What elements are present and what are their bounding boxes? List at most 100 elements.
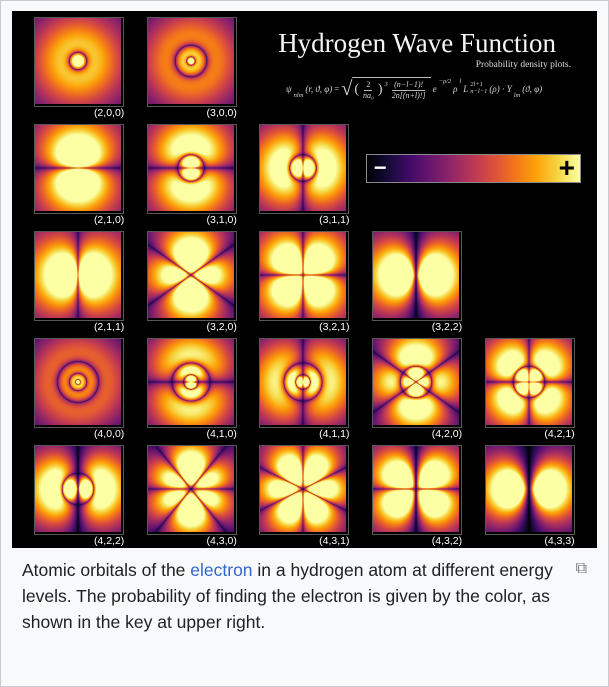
figure-title-block: Hydrogen Wave Function Probability densi… xyxy=(253,17,581,120)
eq-laguerre-indices: 2l+1 n−l−1 xyxy=(470,80,488,95)
orbital-plot xyxy=(34,338,125,428)
orbital-plot xyxy=(34,445,125,535)
eq-rho: ρ xyxy=(453,83,458,94)
orbital-canvas xyxy=(147,18,234,104)
orbital-label: (4,1,0) xyxy=(206,428,237,440)
orbital-tile: (3,0,0) xyxy=(141,17,244,120)
orbital-label: (2,0,0) xyxy=(93,107,125,119)
orbital-tile: (2,0,0) xyxy=(28,17,131,120)
orbital-label: (4,3,0) xyxy=(206,535,237,547)
orbital-label: (4,0,0) xyxy=(93,428,125,440)
orbital-label: (3,2,1) xyxy=(319,321,350,333)
orbital-tile: (4,3,0) xyxy=(141,445,244,548)
orbital-label: (3,2,2) xyxy=(431,321,463,333)
orbital-label: (4,2,2) xyxy=(93,535,125,547)
orbital-tile: (3,2,1) xyxy=(253,231,356,334)
eq-euler: e xyxy=(432,83,437,94)
eq-laguerre: L xyxy=(463,83,469,94)
orbital-plot xyxy=(146,338,237,428)
eq-rho-exp: l xyxy=(459,78,462,86)
eq-paren-close: ) xyxy=(377,82,383,98)
orbital-plot xyxy=(146,17,237,107)
orbital-plot xyxy=(259,338,350,428)
orbital-plot xyxy=(146,445,237,535)
eq-psi: ψ xyxy=(286,83,292,94)
eq-equals: = xyxy=(334,83,340,94)
orbital-plot xyxy=(372,445,463,535)
orbital-tile: (2,1,0) xyxy=(28,124,131,227)
eq-cdot: · xyxy=(501,83,505,94)
eq-pow3: 3 xyxy=(384,81,388,89)
orbital-label: (4,2,1) xyxy=(544,428,575,440)
orbital-tile: (4,2,0) xyxy=(366,338,469,441)
caption: ⧉ Atomic orbitals of the electron in a h… xyxy=(12,557,597,635)
orbital-tile: (3,1,1) xyxy=(253,124,356,227)
orbital-tile: (4,0,0) xyxy=(28,338,131,441)
eq-psi-args: (r, ϑ, φ) xyxy=(305,83,333,94)
orbital-plot xyxy=(34,231,125,321)
caption-text-after: in a hydrogen atom at different energy l… xyxy=(22,560,553,632)
eq-psi-sub: nlm xyxy=(293,91,304,99)
orbital-plot xyxy=(259,231,350,321)
orbital-canvas xyxy=(373,232,460,318)
orbital-canvas xyxy=(260,232,347,318)
orbital-canvas xyxy=(35,18,122,104)
eq-harmonic: Y xyxy=(506,83,512,94)
orbital-tile: (3,2,0) xyxy=(141,231,244,334)
orbital-plot xyxy=(34,124,125,214)
orbital-tile: (4,2,1) xyxy=(478,338,581,441)
orbital-canvas xyxy=(147,446,234,532)
orbital-label: (3,1,1) xyxy=(319,214,350,226)
eq-fraction-2: (n−l−1)! 2n[(n+l)!] xyxy=(391,80,426,100)
orbital-tile: (4,3,2) xyxy=(366,445,469,548)
orbital-plot xyxy=(484,445,575,535)
eq-laguerre-args: (ρ) xyxy=(489,83,500,94)
orbital-plot xyxy=(372,338,463,428)
probability-color-key: − + xyxy=(365,151,581,183)
orbital-label: (3,2,0) xyxy=(206,321,237,333)
electron-link[interactable]: electron xyxy=(190,560,253,580)
orbital-canvas xyxy=(35,446,122,532)
orbital-canvas xyxy=(147,339,234,425)
orbital-label: (3,0,0) xyxy=(206,107,237,119)
orbital-label: (2,1,0) xyxy=(93,214,125,226)
key-plus-label: + xyxy=(558,151,575,183)
orbital-label: (4,3,2) xyxy=(431,535,463,547)
orbital-label: (4,3,1) xyxy=(319,535,350,547)
figure-title: Hydrogen Wave Function xyxy=(278,28,556,58)
orbital-plot xyxy=(34,17,125,107)
orbital-canvas xyxy=(485,339,572,425)
orbital-canvas xyxy=(260,339,347,425)
orbital-canvas xyxy=(147,125,234,211)
orbital-label: (3,1,0) xyxy=(206,214,237,226)
orbital-canvas xyxy=(373,339,460,425)
orbital-canvas xyxy=(260,125,347,211)
figure-subtitle: Probability density plots. xyxy=(475,60,571,71)
orbital-tile: (4,2,2) xyxy=(28,445,131,548)
orbital-plot xyxy=(484,338,575,428)
orbital-canvas xyxy=(35,232,122,318)
orbital-tile: (4,1,1) xyxy=(253,338,356,441)
eq-paren-open: ( xyxy=(354,82,360,98)
orbital-canvas xyxy=(260,446,347,532)
orbital-tile: (4,1,0) xyxy=(141,338,244,441)
orbital-canvas xyxy=(35,125,122,211)
hydrogen-wave-function-image[interactable]: Hydrogen Wave Function Probability densi… xyxy=(12,11,597,548)
orbital-tile: (3,2,2) xyxy=(366,231,469,334)
enlarge-icon[interactable]: ⧉ xyxy=(575,560,587,577)
eq-harmonic-sub: lm xyxy=(513,91,521,99)
orbital-grid: Hydrogen Wave Function Probability densi… xyxy=(12,11,597,548)
orbital-canvas xyxy=(485,446,572,532)
orbital-plot xyxy=(259,124,350,214)
orbital-tile: (2,1,1) xyxy=(28,231,131,334)
caption-text-before: Atomic orbitals of the xyxy=(22,560,191,580)
orbital-canvas xyxy=(147,232,234,318)
orbital-plot xyxy=(146,124,237,214)
orbital-tile: (4,3,1) xyxy=(253,445,356,548)
key-minus-label: − xyxy=(373,154,387,180)
orbital-plot xyxy=(146,231,237,321)
orbital-canvas xyxy=(373,446,460,532)
orbital-plot xyxy=(372,231,463,321)
eq-radical-sign: √ xyxy=(341,77,353,100)
